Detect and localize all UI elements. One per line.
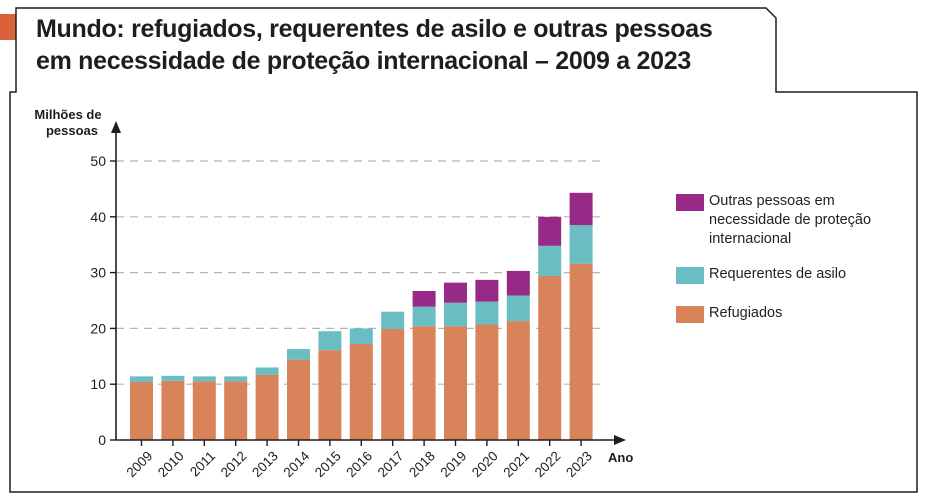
bar-requerentes-2012: [224, 376, 248, 382]
bar-requerentes-2016: [349, 328, 373, 345]
x-tick-label-2021: 2021: [500, 448, 532, 480]
bar-requerentes-2017: [381, 311, 405, 329]
y-axis-label-line-2: pessoas: [46, 123, 98, 138]
y-tick-label: 10: [90, 376, 106, 392]
y-tick-label: 30: [90, 265, 106, 281]
y-axis-arrow: [111, 121, 121, 133]
legend-label-requerentes: Requerentes de asilo: [709, 266, 847, 282]
bar-requerentes-2010: [161, 375, 185, 381]
bar-refugiados-2020: [475, 324, 499, 440]
x-tick-label-2020: 2020: [469, 448, 501, 480]
x-tick-label-2011: 2011: [187, 448, 218, 479]
bar-requerentes-2011: [192, 376, 216, 382]
bar-refugiados-2010: [161, 380, 185, 440]
bar-refugiados-2017: [381, 328, 405, 440]
chart-title: Mundo: refugiados, requerentes de asilo …: [36, 13, 756, 77]
legend-item-requerentes: Requerentes de asilo: [676, 265, 909, 284]
bar-refugiados-2015: [318, 350, 342, 440]
x-tick-label-2019: 2019: [438, 448, 470, 480]
x-tick-label-2018: 2018: [406, 448, 438, 480]
bar-refugiados-2012: [224, 381, 248, 440]
bar-requerentes-2019: [444, 302, 467, 327]
bar-requerentes-2015: [318, 331, 342, 351]
bar-refugiados-2022: [538, 275, 562, 440]
x-tick-label-2009: 2009: [124, 448, 156, 480]
x-tick-label-2014: 2014: [281, 448, 313, 480]
x-tick-label-2017: 2017: [375, 448, 407, 480]
bar-refugiados-2023: [569, 263, 593, 440]
bar-requerentes-2013: [255, 367, 279, 375]
bar-refugiados-2013: [255, 374, 279, 440]
bar-refugiados-2011: [192, 381, 216, 440]
bars: [130, 192, 593, 440]
x-axis-arrow: [614, 435, 626, 445]
y-axis-label-line-1: Milhões de: [34, 107, 101, 122]
legend-swatch-refugiados: [676, 306, 704, 323]
bar-refugiados-2021: [506, 321, 530, 440]
bar-requerentes-2020: [475, 301, 499, 325]
x-axis-label: Ano: [608, 450, 633, 465]
x-tick-label-2010: 2010: [155, 448, 187, 480]
bar-requerentes-2014: [287, 349, 310, 360]
x-tick-label-2023: 2023: [563, 448, 595, 480]
x-tick-label-2012: 2012: [218, 448, 250, 480]
bar-refugiados-2009: [130, 381, 153, 440]
y-tick-labels: 0 10 20 30 40 50: [90, 153, 116, 448]
bar-requerentes-2018: [412, 306, 436, 327]
title-tab-accent: [0, 14, 16, 40]
x-tick-label-2013: 2013: [249, 448, 281, 480]
x-tick-label-2015: 2015: [312, 448, 344, 480]
bar-requerentes-2021: [506, 295, 530, 322]
x-tick-labels: 2009 2010 2011 2012 2013 2014 2015 2016 2017 2018…: [124, 440, 595, 480]
bar-requerentes-2009: [130, 376, 153, 382]
bar-requerentes-2023: [569, 225, 593, 264]
bar-outras-2023: [569, 192, 593, 226]
x-tick-label-2016: 2016: [343, 448, 375, 480]
chart-title-line-1: Mundo: refugiados, requerentes de asilo …: [36, 15, 713, 43]
chart-title-line-2: em necessidade de proteção internacional…: [36, 47, 691, 75]
legend-item-refugiados: Refugiados: [676, 304, 909, 323]
axes: Milhões de pessoas Ano: [34, 107, 633, 465]
bar-outras-2020: [475, 279, 499, 302]
legend-swatch-outras: [676, 194, 704, 211]
bar-refugiados-2019: [444, 326, 467, 440]
bar-outras-2019: [444, 282, 467, 303]
legend-swatch-requerentes: [676, 267, 704, 284]
bar-outras-2018: [412, 291, 436, 307]
x-tick-label-2022: 2022: [532, 448, 564, 480]
legend-label-refugiados: Refugiados: [709, 305, 783, 321]
bar-refugiados-2014: [287, 359, 310, 440]
legend-label-outras: Outras pessoas em necessidade de proteçã…: [709, 193, 872, 247]
y-tick-label: 50: [90, 153, 106, 169]
bar-requerentes-2022: [538, 245, 562, 276]
y-tick-label: 40: [90, 209, 106, 225]
legend-item-outras: Outras pessoas em necessidade de proteçã…: [676, 192, 909, 249]
bar-refugiados-2018: [412, 326, 436, 440]
bar-refugiados-2016: [349, 344, 373, 440]
bar-outras-2022: [538, 216, 562, 246]
bar-outras-2021: [506, 270, 530, 296]
y-tick-label: 0: [98, 432, 106, 448]
y-tick-label: 20: [90, 320, 106, 336]
chart-panel-border: [9, 7, 918, 493]
